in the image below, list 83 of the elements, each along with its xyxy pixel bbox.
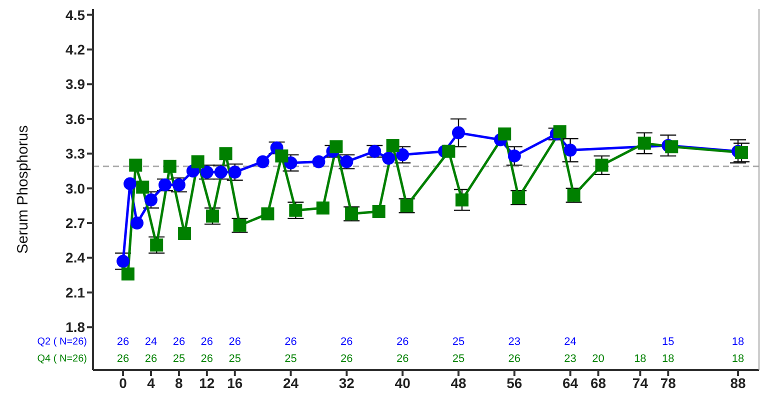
x-tick-label: 78: [660, 374, 676, 391]
annotation: 26: [396, 336, 409, 348]
annotation: 25: [452, 353, 465, 365]
point: [312, 155, 326, 168]
annotation: 23: [564, 353, 576, 365]
point: [595, 158, 608, 172]
annotation: 26: [200, 336, 214, 348]
annotation: 26: [340, 353, 353, 365]
y-tick-label: 3.6: [66, 110, 86, 127]
y-axis-title: Serum Phosphorus: [14, 125, 32, 254]
point: [129, 158, 142, 172]
y-tick-label: 2.7: [66, 215, 86, 232]
point: [261, 207, 274, 220]
annotation: 20: [592, 353, 604, 365]
x-tick-label: 56: [506, 374, 522, 391]
annotation: 26: [116, 353, 130, 365]
x-tick-label: 48: [450, 374, 466, 391]
annotation: 26: [172, 336, 186, 348]
point: [124, 177, 137, 190]
x-tick-label: 12: [199, 374, 215, 391]
annotation: 26: [200, 353, 214, 365]
annotation: 25: [172, 353, 186, 365]
x-tick-label: 68: [590, 374, 606, 391]
annotation: 26: [228, 336, 241, 348]
point: [316, 202, 330, 215]
point: [191, 155, 204, 168]
annotation: 24: [144, 336, 158, 348]
point: [452, 126, 465, 140]
y-tick-label: 4.2: [66, 41, 86, 58]
annotation: 23: [508, 336, 521, 348]
text: Q2 ( N=26): [37, 336, 87, 348]
point: [564, 144, 577, 157]
annotation: 25: [284, 353, 297, 365]
point: [219, 147, 232, 160]
x-tick-label: 0: [119, 374, 128, 391]
point: [442, 144, 456, 158]
annotation: 25: [228, 353, 241, 365]
point: [163, 160, 176, 173]
x-tick-label: 32: [338, 374, 355, 391]
annotation: 26: [340, 336, 353, 348]
y-tick-label: 2.4: [66, 250, 86, 266]
point: [638, 136, 651, 150]
annotation: 26: [396, 353, 409, 365]
annotation: 18: [662, 353, 674, 365]
point: [455, 193, 468, 206]
point: [275, 149, 288, 162]
x-tick-label: 8: [175, 374, 184, 391]
x-tick-label: 24: [282, 374, 299, 391]
point: [130, 216, 144, 230]
y-tick-label: 2.1: [66, 284, 86, 300]
text: Q4 ( N=26): [37, 354, 87, 364]
annotation: 26: [116, 336, 130, 348]
point: [508, 149, 521, 162]
point: [136, 180, 150, 194]
point: [386, 139, 400, 152]
point: [256, 155, 270, 168]
y-tick-label: 3.9: [66, 76, 86, 92]
annotation: 18: [732, 336, 744, 348]
annotation: 26: [508, 353, 521, 365]
annotation: 26: [144, 353, 158, 365]
point: [498, 127, 512, 140]
annotation: 18: [634, 353, 646, 365]
point: [735, 146, 748, 159]
y-tick-label: 4.5: [66, 6, 86, 23]
point: [382, 152, 396, 165]
y-tick-label: 1.8: [66, 319, 86, 336]
x-tick-label: 40: [394, 374, 411, 391]
x-tick-label: 4: [147, 374, 156, 391]
x-tick-label: 88: [730, 374, 746, 391]
x-tick-label: 64: [562, 374, 578, 391]
point: [665, 140, 678, 154]
y-tick-label: 3.3: [66, 146, 86, 162]
annotation: 15: [662, 336, 674, 348]
annotation: 18: [732, 353, 744, 365]
point: [121, 267, 134, 280]
annotation: 24: [564, 336, 576, 348]
x-tick-label: 16: [227, 374, 243, 391]
point: [178, 226, 192, 240]
annotation: 26: [284, 336, 297, 348]
annotation: 25: [452, 336, 465, 348]
y-tick-label: 3.0: [66, 180, 86, 196]
point: [372, 204, 386, 218]
x-tick-label: 74: [632, 374, 648, 391]
